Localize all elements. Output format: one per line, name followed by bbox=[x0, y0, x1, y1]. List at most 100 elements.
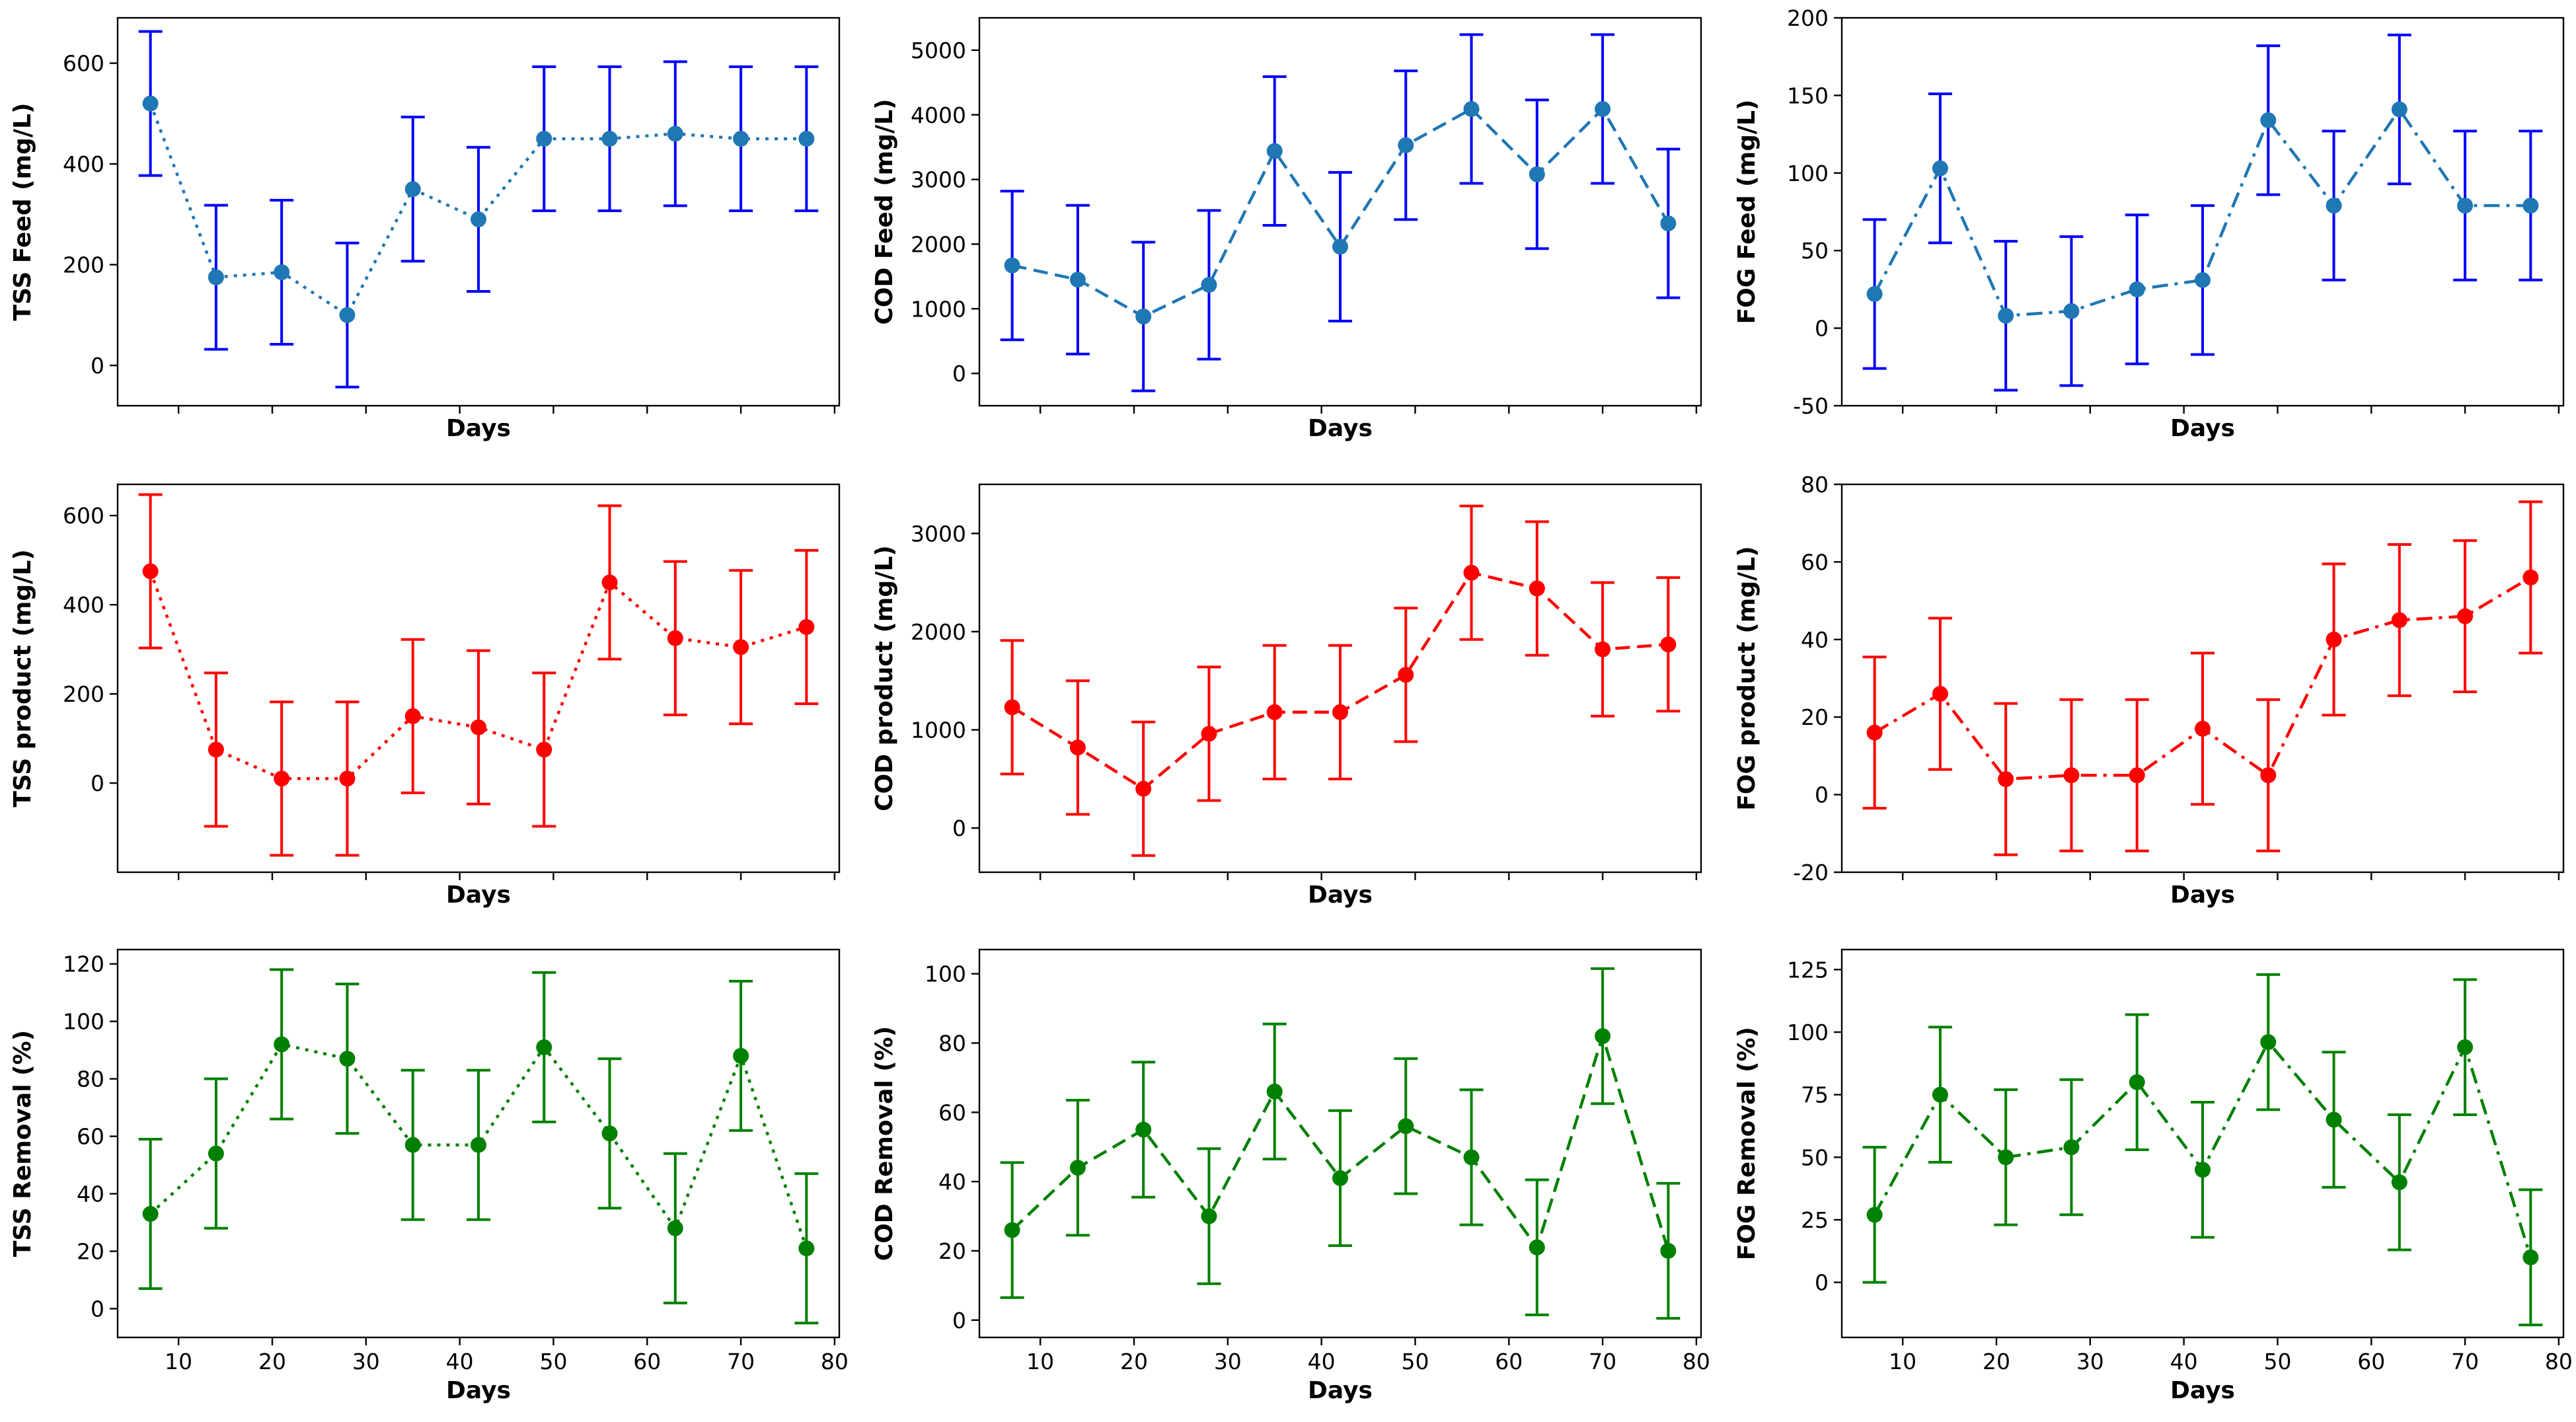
y-tick-label: 200 bbox=[1787, 5, 1829, 31]
y-tick-label: -20 bbox=[1793, 860, 1829, 885]
y-tick-label: 40 bbox=[938, 1169, 966, 1195]
data-point bbox=[2326, 631, 2342, 648]
y-tick-label: 600 bbox=[63, 503, 104, 529]
data-point bbox=[1004, 1222, 1020, 1238]
data-point bbox=[1932, 160, 1948, 176]
subplot-6: 0 20 40 60 80 100 120 10 20 30 40 50 60 70 80 Days TSS R… bbox=[9, 948, 849, 1404]
y-axis-label: FOG Removal (%) bbox=[1733, 1027, 1761, 1260]
data-point bbox=[2326, 198, 2342, 214]
data-point bbox=[1398, 667, 1414, 683]
data-point bbox=[536, 130, 552, 147]
y-tick-label: 400 bbox=[63, 592, 104, 618]
data-point bbox=[142, 563, 159, 580]
data-point bbox=[667, 1220, 683, 1236]
data-point bbox=[1595, 1028, 1611, 1045]
y-axis-label: TSS Feed (mg/L) bbox=[9, 103, 36, 321]
x-tick-label: 40 bbox=[1308, 1349, 1336, 1374]
x-tick-label: 20 bbox=[258, 1349, 286, 1374]
data-point bbox=[1595, 100, 1611, 117]
y-tick-label: 0 bbox=[1815, 1270, 1829, 1296]
data-point bbox=[339, 1051, 356, 1067]
plot-frame bbox=[1840, 483, 2565, 874]
subplot-4: 0 1000 2000 3000 Days COD product (mg/L) bbox=[871, 483, 1702, 909]
x-axis-label: Days bbox=[1308, 415, 1373, 442]
x-tick-label: 80 bbox=[2545, 1349, 2573, 1374]
x-tick-label: 60 bbox=[2357, 1349, 2385, 1374]
data-point bbox=[471, 211, 486, 227]
data-point bbox=[1866, 285, 1883, 302]
data-point bbox=[142, 1206, 159, 1222]
y-tick-label: 0 bbox=[952, 1308, 966, 1333]
x-axis-label: Days bbox=[2170, 1377, 2235, 1404]
data-point bbox=[1266, 704, 1283, 720]
data-point bbox=[1660, 1242, 1677, 1259]
plot-frame bbox=[116, 948, 841, 1339]
x-tick-label: 10 bbox=[1889, 1349, 1916, 1374]
y-tick-label: 400 bbox=[63, 151, 104, 177]
y-tick-label: 150 bbox=[1787, 83, 1829, 108]
y-tick-label: 1000 bbox=[911, 296, 966, 322]
data-point bbox=[208, 1145, 224, 1162]
data-point bbox=[208, 741, 224, 758]
data-point bbox=[1660, 215, 1677, 232]
data-point bbox=[2195, 272, 2211, 288]
x-axis-label: Days bbox=[2170, 881, 2235, 909]
y-tick-label: 20 bbox=[938, 1238, 966, 1264]
y-tick-label: 200 bbox=[63, 252, 104, 278]
data-point bbox=[2129, 767, 2145, 784]
subplot-1: 0 1000 2000 3000 4000 5000 Days COD Feed (mg/L) bbox=[871, 17, 1702, 442]
y-tick-label: 20 bbox=[1801, 704, 1829, 730]
y-tick-label: 20 bbox=[77, 1239, 104, 1265]
y-tick-label: 80 bbox=[1801, 472, 1829, 498]
data-point bbox=[667, 630, 683, 646]
y-tick-label: 0 bbox=[952, 361, 966, 387]
y-tick-label: 80 bbox=[77, 1066, 104, 1092]
y-tick-label: 100 bbox=[1787, 1020, 1829, 1045]
series-line bbox=[1873, 106, 2531, 318]
x-tick-label: 50 bbox=[539, 1349, 567, 1374]
x-tick-label: 60 bbox=[633, 1349, 661, 1374]
y-axis-label: FOG product (mg/L) bbox=[1733, 546, 1761, 810]
data-point bbox=[536, 741, 552, 758]
x-axis-label: Days bbox=[446, 415, 511, 442]
y-tick-label: 25 bbox=[1801, 1207, 1829, 1233]
y-tick-label: 100 bbox=[925, 961, 966, 987]
data-point bbox=[404, 708, 421, 724]
data-point bbox=[2457, 608, 2474, 624]
data-point bbox=[1932, 1086, 1948, 1103]
y-tick-label: 3000 bbox=[911, 167, 966, 193]
x-tick-label: 70 bbox=[2451, 1349, 2479, 1374]
data-point bbox=[2063, 303, 2080, 319]
plot-frame bbox=[978, 17, 1702, 407]
x-axis-label: Days bbox=[2170, 415, 2235, 442]
x-tick-label: 70 bbox=[727, 1349, 755, 1374]
y-tick-label: 75 bbox=[1801, 1082, 1829, 1108]
data-point bbox=[733, 130, 749, 147]
y-tick-label: 60 bbox=[1801, 549, 1829, 575]
x-axis-label: Days bbox=[446, 1377, 511, 1404]
y-axis-label: FOG Feed (mg/L) bbox=[1733, 100, 1761, 324]
x-tick-label: 50 bbox=[1401, 1349, 1429, 1374]
data-point bbox=[1004, 257, 1020, 274]
data-point bbox=[274, 1036, 290, 1053]
data-point bbox=[1135, 780, 1152, 797]
x-tick-label: 10 bbox=[1026, 1349, 1054, 1374]
data-point bbox=[2522, 569, 2539, 585]
y-tick-label: -50 bbox=[1793, 393, 1829, 419]
data-point bbox=[339, 770, 356, 787]
data-point bbox=[471, 719, 486, 735]
data-point bbox=[1201, 726, 1217, 742]
y-tick-label: 100 bbox=[63, 1009, 104, 1035]
data-point bbox=[404, 181, 421, 198]
y-tick-label: 2000 bbox=[911, 619, 966, 645]
data-point bbox=[274, 770, 290, 787]
plot-frame bbox=[116, 17, 841, 407]
data-point bbox=[2063, 767, 2080, 784]
y-axis-label: COD Removal (%) bbox=[871, 1026, 898, 1261]
data-point bbox=[2457, 1039, 2474, 1055]
data-point bbox=[1866, 1207, 1883, 1223]
data-point bbox=[1866, 724, 1883, 741]
x-tick-label: 30 bbox=[352, 1349, 380, 1374]
data-point bbox=[1069, 1160, 1086, 1176]
